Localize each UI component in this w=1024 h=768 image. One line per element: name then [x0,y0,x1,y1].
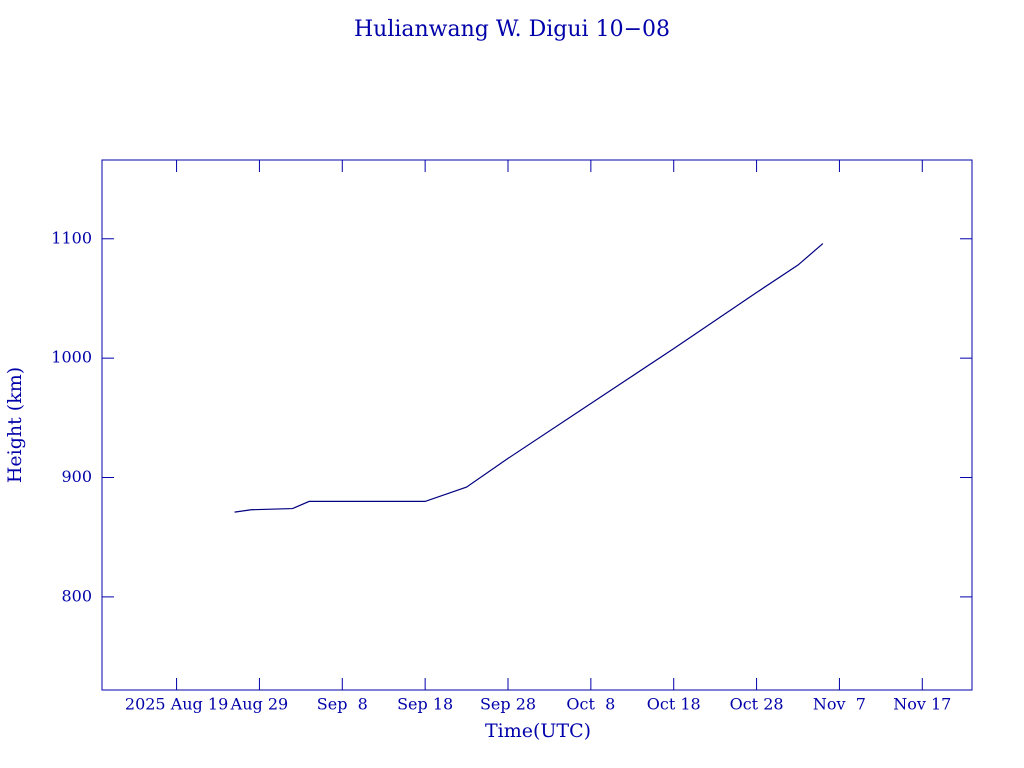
y-tick-label: 800 [61,586,92,605]
y-tick-label: 1100 [51,228,92,247]
x-tick-label: Nov 7 [813,695,866,714]
x-tick-label: Oct 8 [566,695,615,714]
y-tick-label: 1000 [51,348,92,367]
x-tick-label: Sep 18 [397,695,453,714]
plot-frame [101,159,973,691]
x-tick-label: Nov 17 [893,695,951,714]
data-line [234,243,824,513]
y-tick-label: 900 [61,467,92,486]
x-axis-label: Time(UTC) [485,720,591,742]
x-tick-label: Sep 8 [317,695,368,714]
chart-title: Hulianwang W. Digui 10−08 [354,17,670,42]
x-tick-label: Sep 28 [480,695,536,714]
x-tick-label: Aug 29 [230,695,289,714]
x-tick-label: Oct 28 [730,695,784,714]
x-tick-label: Oct 18 [647,695,701,714]
x-tick-label: 2025 Aug 19 [125,695,228,714]
y-axis-label: Height (km) [4,367,26,483]
